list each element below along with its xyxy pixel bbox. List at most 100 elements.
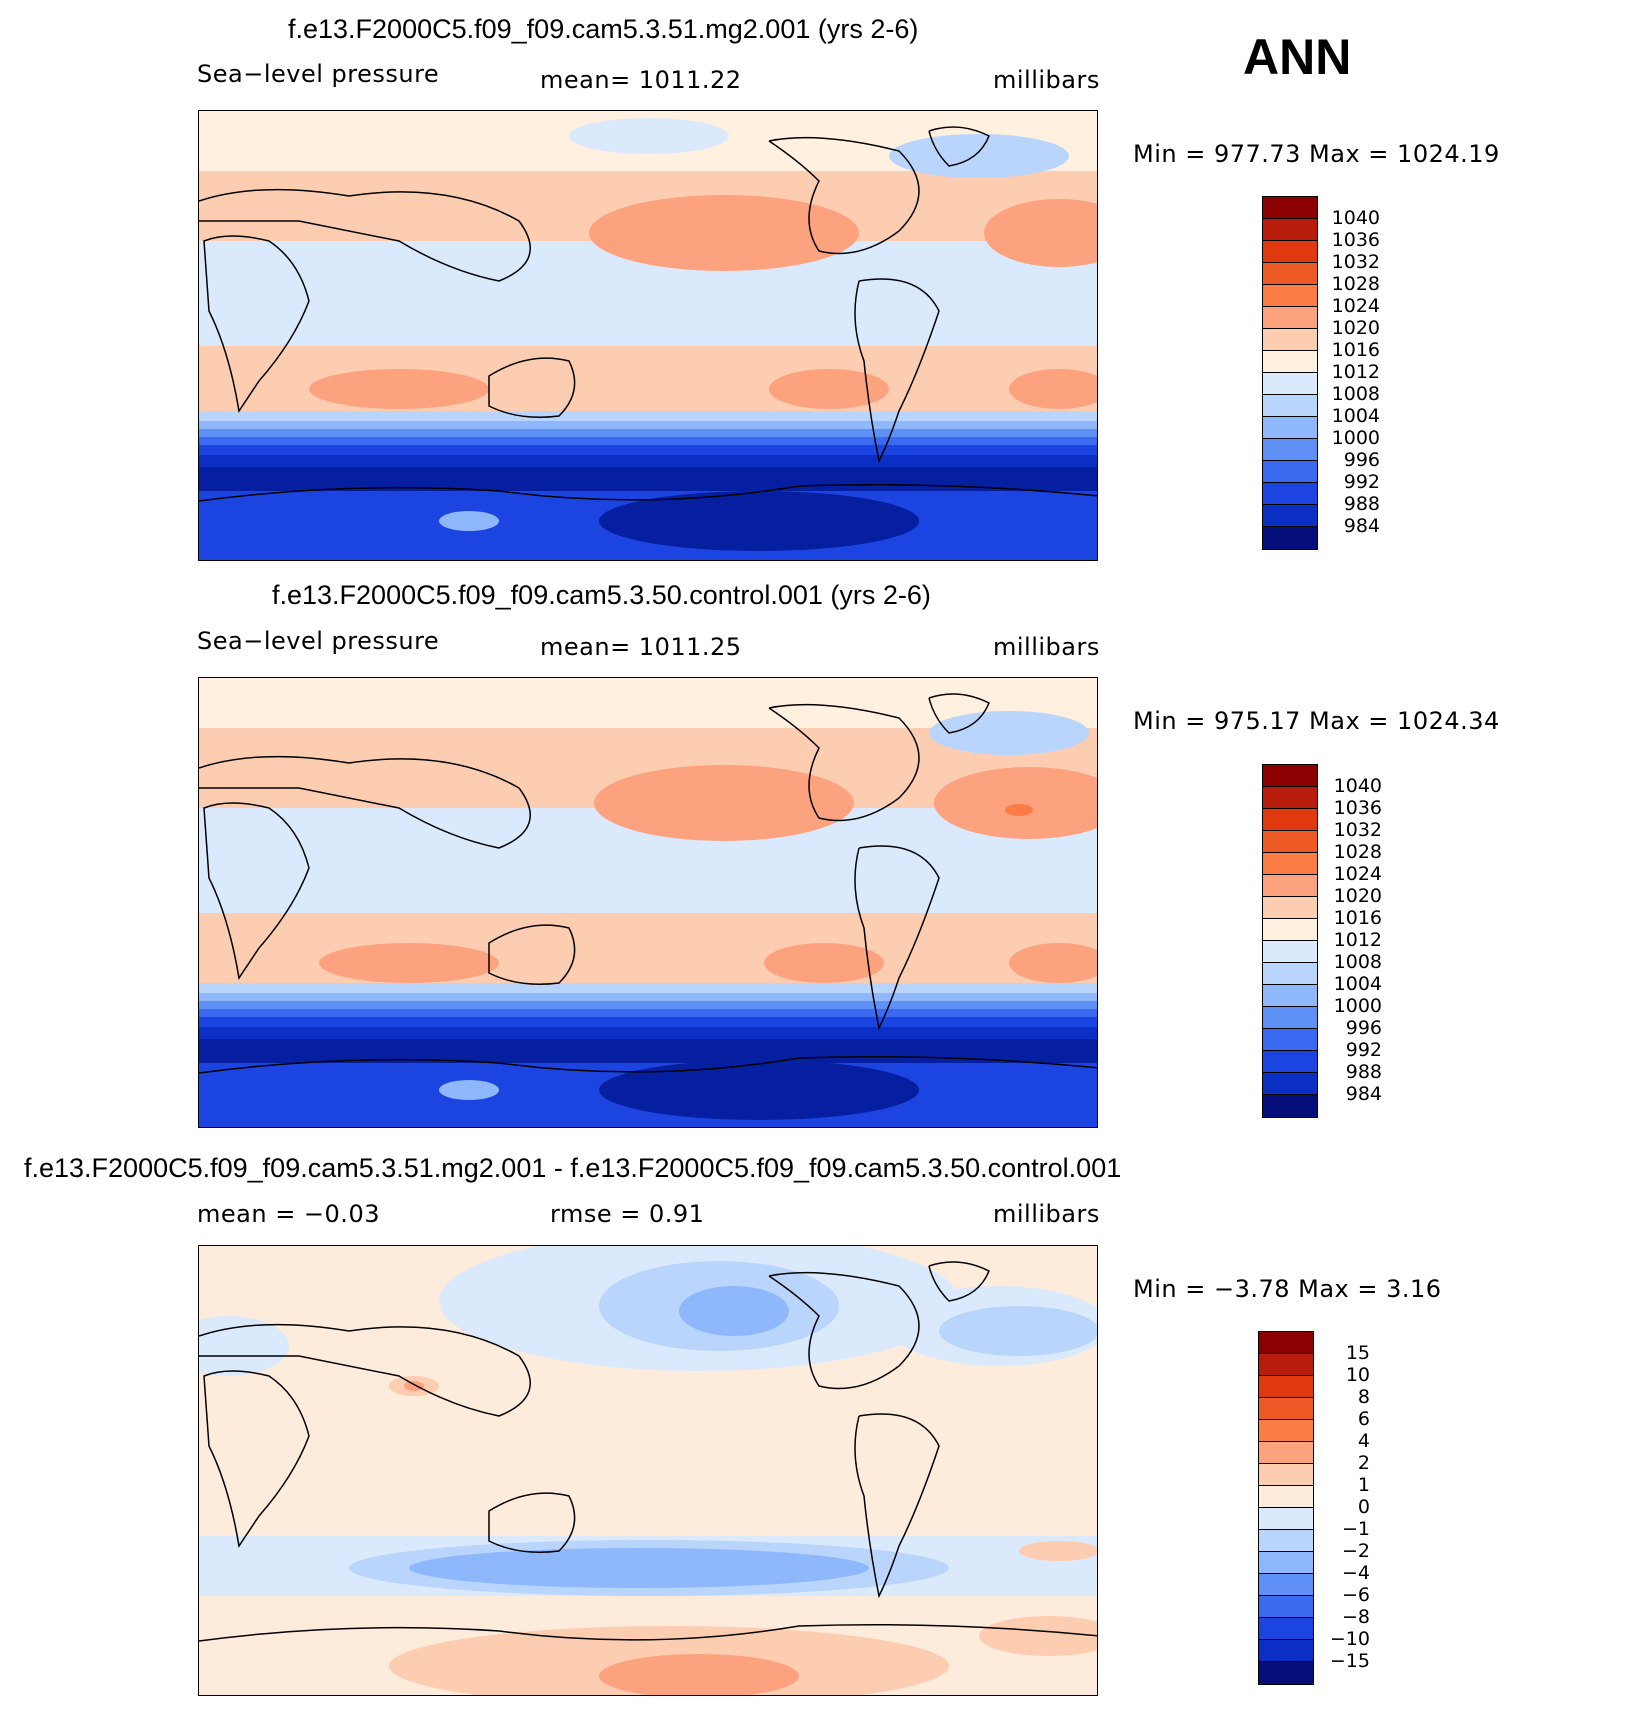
coast-south-america: [854, 278, 940, 464]
peak-n-atlantic: [1005, 804, 1033, 816]
colorbar-label: 1004: [1331, 405, 1380, 427]
colorbar-label: 1020: [1333, 885, 1382, 907]
antarctica-high: [439, 511, 499, 531]
panel2-colorbar: [1262, 764, 1318, 1118]
colorbar-label: 1016: [1331, 339, 1380, 361]
band-1000-south: [199, 993, 1097, 1003]
colorbar-label: 0: [1357, 1496, 1370, 1518]
swatch: [1259, 1486, 1313, 1508]
colorbar-label: 996: [1345, 1017, 1382, 1039]
panel1-map: [198, 110, 1098, 561]
colorbar-label: −8: [1341, 1606, 1370, 1628]
neg-n-pacific-core: [679, 1286, 789, 1336]
colorbar-label: 6: [1357, 1408, 1370, 1430]
high-s-pacific: [764, 943, 884, 983]
colorbar-label: 15: [1345, 1342, 1370, 1364]
swatch: [1263, 787, 1317, 809]
colorbar-label: 1036: [1331, 229, 1380, 251]
panel3-rmse: rmse = 0.91: [550, 1200, 705, 1228]
colorbar-label: −6: [1341, 1584, 1370, 1606]
low-icelandic: [889, 134, 1069, 178]
swatch: [1263, 897, 1317, 919]
swatch: [1259, 1354, 1313, 1376]
swatch: [1263, 809, 1317, 831]
high-n-pacific: [589, 195, 859, 271]
low-aleutian: [569, 118, 729, 154]
swatch: [1263, 197, 1317, 219]
colorbar-label: 984: [1343, 515, 1380, 537]
coast-antarctica: [199, 484, 1097, 502]
colorbar-label: 992: [1345, 1039, 1382, 1061]
swatch: [1263, 853, 1317, 875]
swatch: [1263, 1007, 1317, 1029]
swatch: [1263, 483, 1317, 505]
band-992-south: [199, 1009, 1097, 1019]
panel3-colorbar: [1258, 1331, 1314, 1685]
swatch: [1263, 963, 1317, 985]
colorbar-label: 1040: [1333, 775, 1382, 797]
colorbar-label: 4: [1357, 1430, 1370, 1452]
season-label: ANN: [1243, 29, 1352, 85]
band-996-south: [199, 429, 1097, 439]
panel2-minmax: Min = 975.17 Max = 1024.34: [1133, 707, 1500, 735]
pos-tibet-core: [404, 1381, 424, 1391]
coast-antarctica: [199, 1056, 1097, 1074]
swatch: [1263, 1073, 1317, 1095]
swatch: [1259, 1508, 1313, 1530]
pos-antarctica-west: [979, 1616, 1097, 1656]
swatch: [1263, 1051, 1317, 1073]
colorbar-label: 1000: [1333, 995, 1382, 1017]
panel2-map: [198, 677, 1098, 1128]
panel1-minmax: Min = 977.73 Max = 1024.19: [1133, 140, 1500, 168]
colorbar-label: 1032: [1333, 819, 1382, 841]
swatch: [1259, 1332, 1313, 1354]
high-s-indian: [309, 369, 489, 409]
panel3-mean: mean = −0.03: [197, 1200, 380, 1228]
band-1000-south: [199, 421, 1097, 431]
coast-africa: [203, 235, 310, 413]
antarctica-low: [599, 1060, 919, 1120]
colorbar-label: 988: [1343, 493, 1380, 515]
colorbar-label: 992: [1343, 471, 1380, 493]
colorbar-label: 1012: [1331, 361, 1380, 383]
colorbar-label: 2: [1357, 1452, 1370, 1474]
swatch: [1263, 765, 1317, 787]
swatch: [1263, 241, 1317, 263]
swatch: [1263, 307, 1317, 329]
colorbar-label: 1008: [1331, 383, 1380, 405]
swatch: [1259, 1552, 1313, 1574]
colorbar-label: 984: [1345, 1083, 1382, 1105]
swatch: [1263, 1029, 1317, 1051]
swatch: [1263, 439, 1317, 461]
swatch: [1259, 1662, 1313, 1684]
swatch: [1263, 831, 1317, 853]
coast-antarctica: [199, 1624, 1097, 1642]
colorbar-label: 1036: [1333, 797, 1382, 819]
panel3-map: [198, 1245, 1098, 1696]
coast-africa: [203, 802, 310, 980]
band-996-south: [199, 1001, 1097, 1011]
high-n-pacific: [594, 765, 854, 841]
coast-south-america: [854, 845, 940, 1031]
coast-greenland: [928, 1261, 990, 1302]
swatch: [1263, 263, 1317, 285]
neg-europe: [199, 1316, 289, 1376]
coast-south-america: [854, 1413, 940, 1599]
high-s-indian: [319, 943, 499, 983]
high-s-atlantic: [1009, 369, 1097, 409]
swatch: [1263, 219, 1317, 241]
swatch: [1263, 1095, 1317, 1117]
colorbar-label: 1016: [1333, 907, 1382, 929]
panel2-title: f.e13.F2000C5.f09_f09.cam5.3.50.control.…: [272, 580, 931, 610]
swatch: [1263, 985, 1317, 1007]
colorbar-label: 988: [1345, 1061, 1382, 1083]
coast-north-america: [768, 703, 920, 822]
colorbar-label: 1: [1357, 1474, 1370, 1496]
panel2-variable: Sea−level pressure: [197, 627, 440, 655]
coast-africa: [203, 1370, 310, 1548]
colorbar-label: 1024: [1331, 295, 1380, 317]
coast-australia: [488, 924, 576, 985]
band-984-south: [199, 455, 1097, 469]
band-988-south: [199, 1017, 1097, 1029]
colorbar-label: 1004: [1333, 973, 1382, 995]
